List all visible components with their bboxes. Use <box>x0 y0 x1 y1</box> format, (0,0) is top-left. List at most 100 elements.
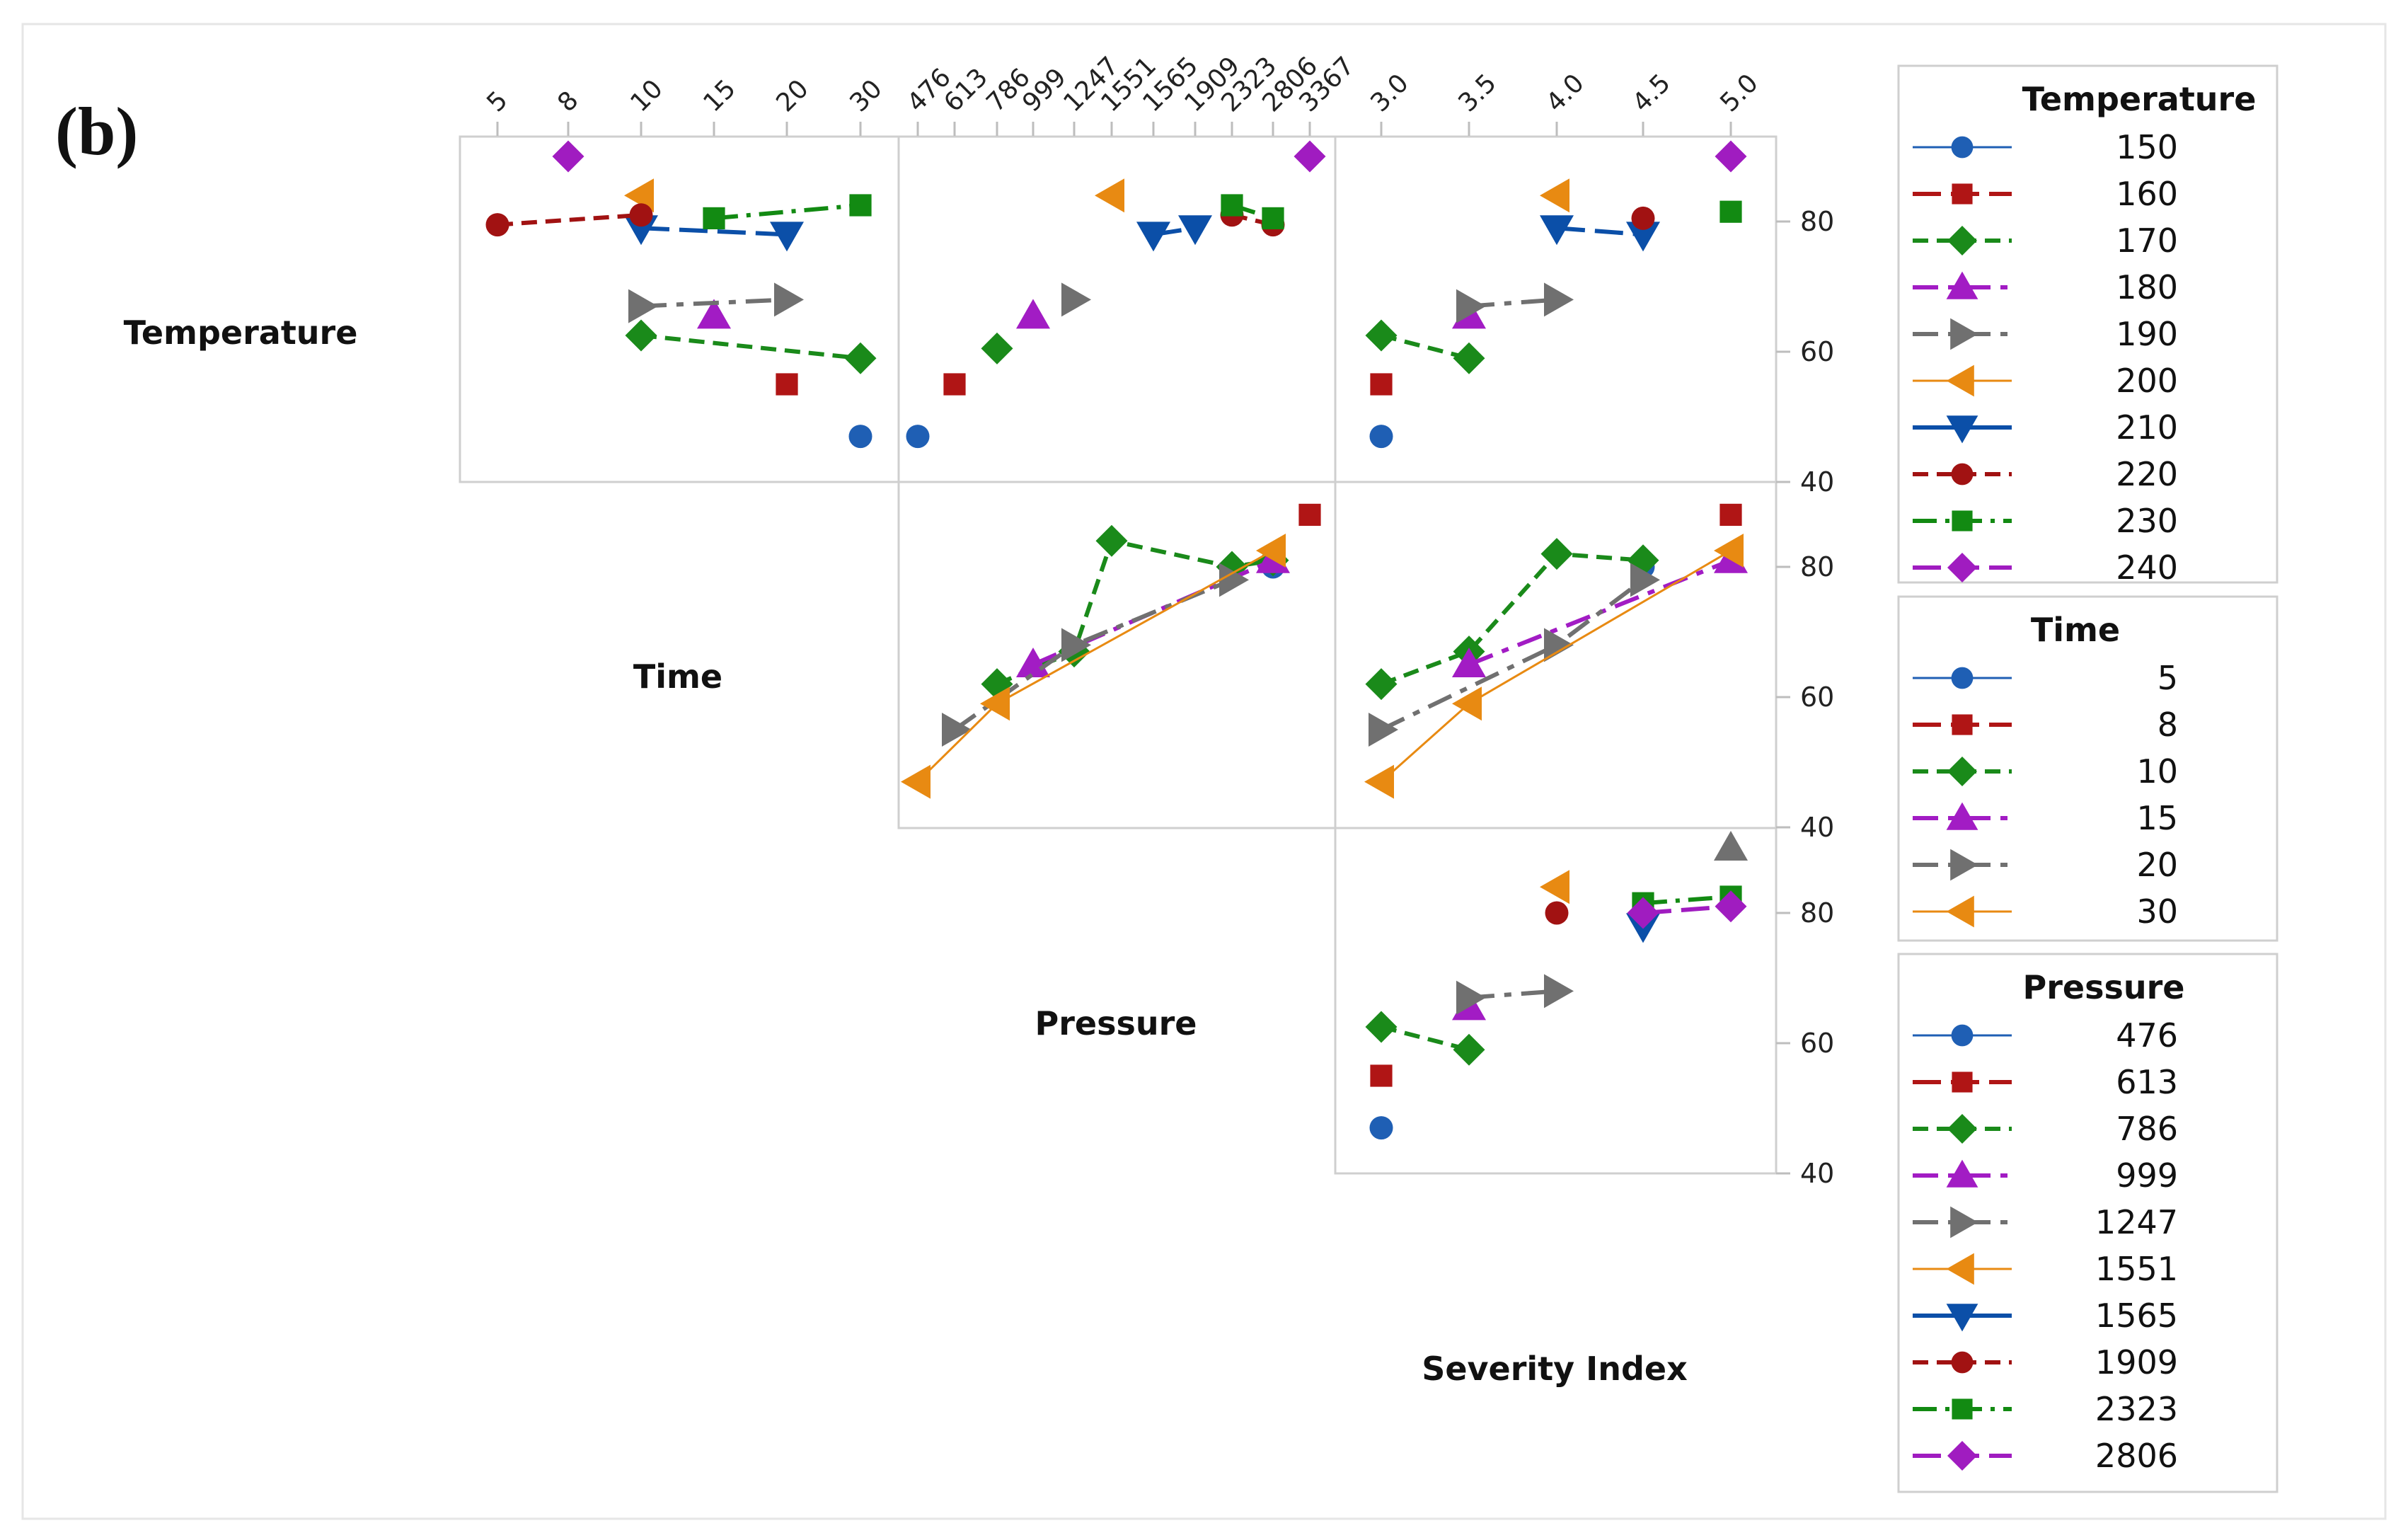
legend-swatch-marker <box>1952 714 1973 735</box>
legend-entry-temperature-220: 220 <box>1913 455 2178 493</box>
legend-label: 200 <box>2116 362 2178 400</box>
series-line-t190 <box>640 297 788 309</box>
legend-entry-temperature-190: 190 <box>1913 315 2178 353</box>
legend-entry-temperature-160: 160 <box>1913 175 2178 213</box>
data-point-t190 <box>628 289 658 323</box>
legend-label: 786 <box>2116 1110 2178 1148</box>
legend-entry-temperature-240: 240 <box>1913 548 2178 587</box>
legend-swatch-marker <box>1952 1071 1973 1093</box>
legend-entry-time-20: 20 <box>1913 846 2178 884</box>
right-axis-row-1: 80 60 40 <box>1776 206 1834 498</box>
legend-label: 240 <box>2116 548 2178 587</box>
data-point-t210 <box>1626 222 1660 252</box>
legend-label: 10 <box>2136 752 2178 791</box>
legend-label: 2806 <box>2095 1437 2178 1475</box>
legend-temperature: Temperature 150 160 170 180 190 200 210 220 230 24… <box>1897 64 2279 587</box>
series-line-t210 <box>640 226 788 237</box>
right-tick-label: 80 <box>1800 897 1834 929</box>
data-point-m10 <box>1540 538 1573 570</box>
legend-label: 613 <box>2116 1063 2178 1101</box>
legend-entry-temperature-150: 150 <box>1913 128 2178 166</box>
data-point-p613 <box>1370 1064 1393 1087</box>
legend-label: 5 <box>2158 659 2178 697</box>
series-line-t170 <box>640 333 861 361</box>
data-point-m20 <box>1369 713 1398 747</box>
data-point-m30 <box>1714 534 1744 568</box>
right-tick-label: 60 <box>1800 682 1834 713</box>
data-point-m30 <box>1256 534 1286 568</box>
legend-entry-pressure-613: 613 <box>1913 1063 2178 1101</box>
legend-swatch-marker <box>1947 1114 1977 1144</box>
data-point-p1909 <box>1545 901 1569 925</box>
legend-label: 2323 <box>2095 1390 2178 1428</box>
data-point-m20 <box>1061 628 1091 662</box>
legend-swatch-marker <box>1950 1206 1978 1239</box>
legend-label: 20 <box>2136 846 2178 884</box>
legend-entry-temperature-200: 200 <box>1913 362 2178 400</box>
legend-label: 1247 <box>2095 1203 2178 1241</box>
data-point-t230 <box>849 194 872 217</box>
right-axis-row-3: 80 60 40 <box>1776 897 1834 1189</box>
legend-label: 1909 <box>2095 1343 2178 1381</box>
legend-entry-time-10: 10 <box>1913 752 2178 791</box>
legend-entry-pressure-1909: 1909 <box>1913 1343 2178 1381</box>
data-point-p786 <box>1453 1033 1485 1066</box>
legend-entry-pressure-999: 999 <box>1913 1156 2178 1195</box>
data-point-p3367 <box>1714 831 1748 861</box>
legend-label: 180 <box>2116 268 2178 306</box>
variable-label-temperature: Temperature <box>124 314 358 352</box>
legend-title: Time <box>2031 611 2120 649</box>
legend-label: 15 <box>2136 799 2178 837</box>
legend-pressure: Pressure 476 613 786 999 1247 1551 1565 1909 2323… <box>1897 953 2279 1493</box>
data-point-t240 <box>1294 140 1326 173</box>
legend-label: 220 <box>2116 455 2178 493</box>
series-line-p2323 <box>1642 895 1732 906</box>
legend-entry-pressure-2323: 2323 <box>1913 1390 2178 1428</box>
legend-label: 190 <box>2116 315 2178 353</box>
legend-swatch-marker <box>1952 1398 1973 1420</box>
data-point-m30 <box>980 686 1010 721</box>
data-point-t150 <box>848 425 872 449</box>
data-point-t230 <box>1262 207 1284 229</box>
right-axis-row-2: 80 60 40 <box>1776 551 1834 843</box>
legend-swatch-marker <box>1950 318 1978 350</box>
series-time-vs-pressure <box>901 503 1321 799</box>
data-point-p476 <box>1369 1116 1393 1140</box>
data-point-t220 <box>629 203 653 227</box>
data-point-p786 <box>1365 1011 1398 1043</box>
panel-label: (b) <box>55 93 138 169</box>
data-point-p2806 <box>1715 890 1747 923</box>
legend-swatch-marker <box>1951 667 1974 689</box>
legend-label: 476 <box>2116 1016 2178 1055</box>
series-time-vs-severity-index <box>1364 503 1748 799</box>
data-point-p1551 <box>1540 870 1569 904</box>
right-tick-label: 40 <box>1800 466 1834 498</box>
legend-entry-time-15: 15 <box>1913 799 2178 837</box>
data-point-m30 <box>1364 764 1394 799</box>
series-line-m10 <box>1380 551 1644 686</box>
data-point-t190 <box>774 282 804 317</box>
legend-label: 1565 <box>2095 1297 2178 1335</box>
right-tick-label: 60 <box>1800 336 1834 367</box>
legend-label: 160 <box>2116 175 2178 213</box>
data-point-t220 <box>1631 206 1655 230</box>
legend-swatch-marker <box>1947 553 1977 582</box>
legend-swatch-marker <box>1947 226 1977 255</box>
data-point-t160 <box>943 373 966 396</box>
series-line-t210 <box>1556 226 1644 237</box>
legend-entry-temperature-170: 170 <box>1913 222 2178 260</box>
data-point-p1247 <box>1544 974 1574 1009</box>
data-point-t160 <box>1370 373 1393 396</box>
right-tick-label: 80 <box>1800 206 1834 237</box>
legend-swatch-marker <box>1951 463 1974 485</box>
series-line-p786 <box>1381 1025 1470 1052</box>
data-point-m30 <box>1452 686 1482 721</box>
data-point-m20 <box>1544 628 1574 662</box>
legend-swatch-marker <box>1952 183 1973 205</box>
data-point-m8 <box>1719 503 1742 526</box>
data-point-t170 <box>625 319 657 352</box>
data-point-t230 <box>703 207 725 229</box>
data-point-t170 <box>1365 319 1398 352</box>
legend-entry-pressure-786: 786 <box>1913 1110 2178 1148</box>
data-point-t210 <box>1136 222 1170 252</box>
